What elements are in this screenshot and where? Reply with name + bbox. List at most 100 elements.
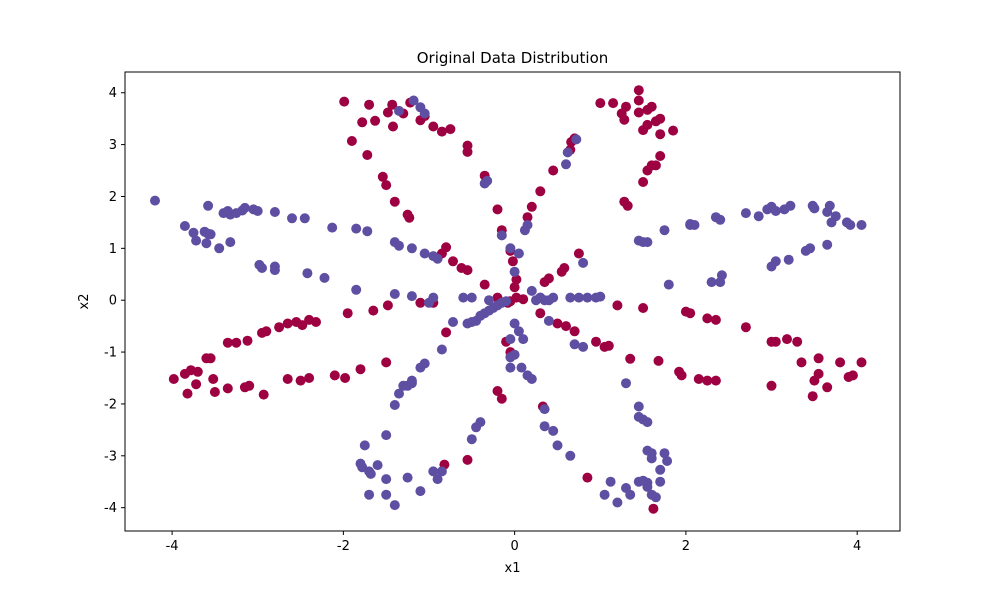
scatter-point	[436, 344, 447, 355]
scatter-point	[621, 101, 631, 112]
scatter-point	[188, 227, 199, 238]
scatter-point	[359, 440, 370, 451]
scatter-point	[573, 292, 584, 303]
y-axis-label: x2	[77, 294, 92, 310]
scatter-point	[612, 300, 623, 311]
scatter-point	[182, 388, 193, 399]
scatter-point	[513, 248, 524, 259]
scatter-point	[208, 374, 219, 384]
scatter-point	[225, 237, 236, 248]
scatter-point	[655, 129, 666, 140]
scatter-point	[191, 235, 202, 246]
scatter-point	[168, 374, 179, 384]
scatter-point	[492, 386, 503, 396]
scatter-point	[394, 105, 404, 116]
scatter-point	[364, 99, 375, 110]
scatter-point	[509, 318, 520, 329]
scatter-point	[231, 337, 242, 348]
x-tick-label: 2	[682, 539, 690, 554]
scatter-point	[655, 464, 666, 475]
y-tick-label: 0	[109, 294, 117, 309]
y-tick-label: 2	[109, 190, 117, 205]
scatter-point	[715, 214, 726, 225]
scatter-point	[415, 486, 426, 497]
scatter-point	[638, 303, 649, 313]
scatter-point	[595, 291, 606, 302]
scatter-point	[496, 393, 507, 404]
scatter-point	[710, 314, 721, 325]
scatter-point	[659, 448, 670, 459]
scatter-point	[543, 315, 554, 326]
scatter-point	[509, 282, 520, 293]
scatter-point	[389, 400, 400, 410]
scatter-point	[311, 317, 321, 327]
x-tick-label: -4	[166, 539, 179, 554]
scatter-point	[406, 375, 417, 386]
scatter-point	[608, 98, 619, 109]
scatter-point	[244, 380, 255, 391]
y-tick-label: -3	[104, 449, 117, 464]
scatter-point	[327, 222, 338, 233]
scatter-point	[509, 266, 520, 277]
scatter-point	[642, 417, 653, 428]
scatter-point	[299, 213, 310, 224]
scatter-point	[655, 113, 666, 124]
scatter-point	[214, 243, 225, 254]
scatter-point	[222, 383, 233, 394]
scatter-point	[406, 243, 417, 254]
scatter-point	[462, 265, 473, 276]
scatter-point	[516, 362, 527, 373]
scatter-point	[646, 101, 657, 112]
scatter-point	[813, 368, 824, 379]
scatter-point	[582, 292, 593, 303]
scatter-point	[355, 364, 366, 375]
scatter-point	[578, 341, 589, 352]
scatter-point	[389, 289, 400, 299]
scatter-point	[501, 296, 512, 307]
scatter-point	[436, 466, 447, 477]
scatter-point	[561, 159, 571, 170]
scatter-point	[668, 125, 679, 136]
scatter-point	[351, 284, 362, 295]
scatter-point	[404, 212, 415, 223]
scatter-point	[595, 98, 606, 109]
y-tick-label: -4	[104, 501, 117, 516]
scatter-point	[261, 326, 272, 337]
scatter-point	[415, 297, 426, 308]
scatter-point	[753, 211, 764, 222]
scatter-point	[518, 294, 529, 305]
scatter-point	[770, 256, 781, 267]
scatter-point	[646, 160, 657, 171]
scatter-point	[646, 453, 657, 464]
scatter-point	[561, 321, 571, 332]
scatter-point	[339, 96, 350, 107]
x-tick-label: 4	[853, 539, 861, 554]
scatter-point	[599, 341, 610, 352]
scatter-point	[191, 379, 202, 390]
scatter-point	[389, 196, 400, 207]
scatter-point	[408, 95, 419, 106]
scatter-point	[522, 212, 533, 223]
scatter-point	[642, 237, 653, 248]
scatter-point	[824, 200, 835, 211]
scatter-point	[805, 243, 816, 254]
scatter-point	[653, 355, 664, 366]
scatter-point	[394, 388, 404, 399]
scatter-point	[346, 136, 357, 146]
scatter-point	[662, 456, 673, 466]
scatter-point	[625, 353, 636, 364]
scatter-point	[856, 357, 867, 368]
scatter-point	[381, 180, 392, 191]
scatter-point	[382, 107, 393, 118]
scatter-point	[543, 273, 554, 284]
x-tick-label: -2	[337, 539, 350, 554]
scatter-point	[792, 336, 803, 347]
x-axis: -4 -2 0 2 4	[166, 531, 861, 554]
scatter-point	[492, 204, 503, 215]
scatter-point	[552, 318, 563, 329]
scatter-point	[388, 121, 398, 132]
scatter-point	[599, 489, 610, 500]
scatter-point	[813, 353, 824, 364]
scatter-point	[340, 373, 351, 383]
scatter-point	[655, 476, 666, 487]
